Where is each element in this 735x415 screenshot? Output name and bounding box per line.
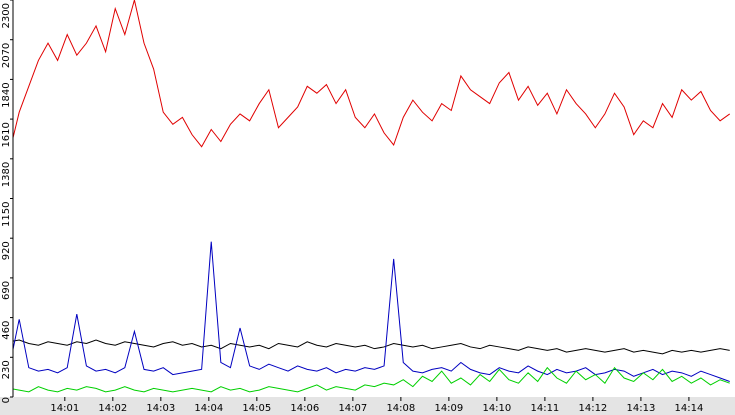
y-tick-label: 2300: [1, 3, 12, 28]
x-tick-label: 14:05: [242, 403, 271, 414]
x-tick-label: 14:07: [338, 403, 367, 414]
x-tick-label: 14:03: [146, 403, 175, 414]
x-tick-label: 14:06: [290, 403, 319, 414]
y-tick-label: 920: [1, 241, 12, 260]
x-tick-label: 14:02: [98, 403, 127, 414]
x-tick-label: 14:04: [194, 403, 223, 414]
x-tick-label: 14:08: [386, 403, 415, 414]
y-tick-label: 0: [1, 397, 12, 403]
y-axis-strip: [0, 0, 13, 397]
y-tick-label: 2070: [1, 43, 12, 68]
x-tick-label: 14:10: [482, 403, 511, 414]
y-tick-label: 1380: [1, 162, 12, 187]
x-tick-label: 14:14: [674, 403, 703, 414]
x-axis-strip: [0, 397, 735, 415]
x-tick-label: 14:09: [434, 403, 463, 414]
series-line: [0, 0, 731, 154]
y-tick-label: 690: [1, 281, 12, 300]
series-line: [0, 366, 730, 393]
y-tick-label: 230: [1, 360, 12, 379]
plot-area: [0, 0, 735, 397]
x-tick-label: 14:11: [530, 403, 559, 414]
x-tick-label: 14:12: [578, 403, 607, 414]
series-line: [0, 241, 730, 382]
y-tick-label: 1840: [1, 82, 12, 107]
y-tick-label: 460: [1, 321, 12, 340]
x-tick-label: 14:01: [50, 403, 79, 414]
y-tick-label: 1610: [1, 122, 12, 147]
series-line: [0, 339, 730, 355]
y-tick-label: 1150: [1, 202, 12, 227]
x-tick-label: 14:13: [626, 403, 655, 414]
